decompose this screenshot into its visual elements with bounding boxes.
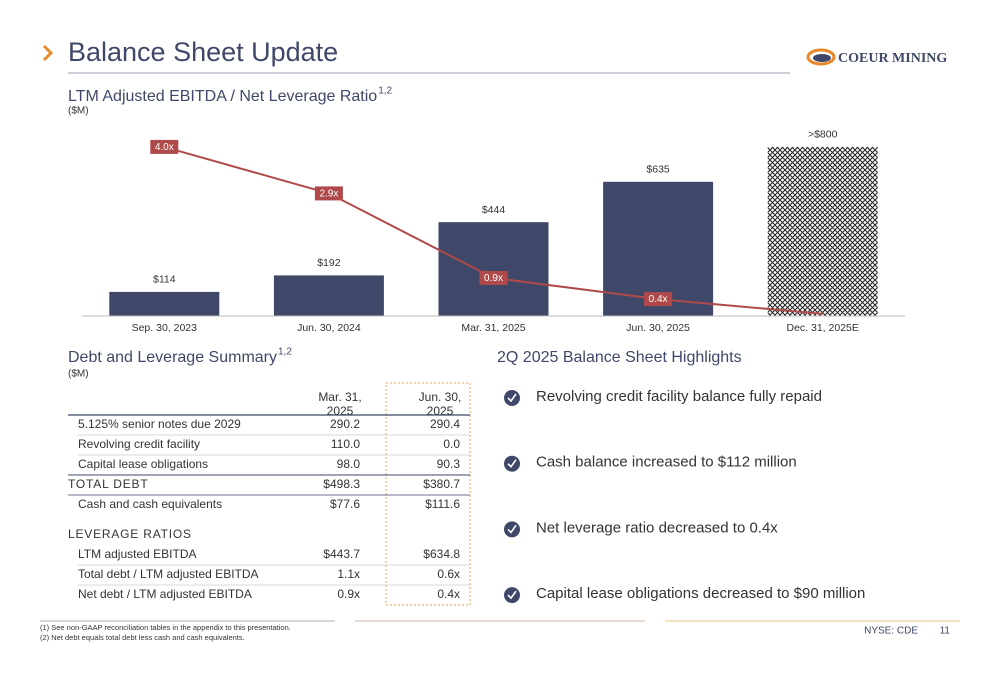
point-label-box bbox=[314, 186, 343, 201]
x-tick-label: Mar. 31, 2025 bbox=[461, 322, 525, 334]
page-number: 11 bbox=[940, 626, 951, 637]
cell: 0.4x bbox=[437, 587, 460, 601]
highlight-item: Revolving credit facility balance fully … bbox=[536, 388, 822, 405]
cell: 0.0 bbox=[443, 437, 460, 451]
column-header: Jun. 30, bbox=[419, 390, 462, 404]
chart-subtitle: ($M) bbox=[68, 106, 89, 117]
row-label: TOTAL DEBT bbox=[68, 477, 148, 491]
bar bbox=[109, 291, 220, 316]
cell: $498.3 bbox=[323, 477, 360, 491]
logo: COEUR MINING bbox=[806, 48, 947, 66]
highlight-item: Net leverage ratio decreased to 0.4x bbox=[536, 519, 778, 536]
column-header: Mar. 31, bbox=[318, 390, 361, 404]
cell: 290.2 bbox=[330, 417, 360, 431]
cell: $443.7 bbox=[323, 547, 360, 561]
check-mark bbox=[507, 524, 517, 534]
point-label: 2.9x bbox=[319, 189, 338, 200]
bar bbox=[438, 222, 549, 316]
row-label: Total debt / LTM adjusted EBITDA bbox=[78, 567, 259, 581]
row-label: Capital lease obligations bbox=[78, 457, 208, 471]
x-tick-label: Dec. 31, 2025E bbox=[787, 322, 859, 334]
highlight-item: Cash balance increased to $112 million bbox=[536, 454, 797, 471]
bar bbox=[767, 146, 878, 316]
cell: 98.0 bbox=[337, 457, 361, 471]
row-label: 5.125% senior notes due 2029 bbox=[78, 417, 241, 431]
cell: $634.8 bbox=[423, 547, 460, 561]
point-label-box bbox=[150, 139, 179, 154]
cell: 0.6x bbox=[437, 567, 460, 581]
row-label: LTM adjusted EBITDA bbox=[78, 547, 197, 561]
point-label: 0.4x bbox=[649, 294, 668, 305]
cell: $380.7 bbox=[423, 477, 460, 491]
table-title: Debt and Leverage Summary bbox=[68, 349, 277, 366]
x-tick-label: Sep. 30, 2023 bbox=[132, 322, 198, 334]
point-label: 0.9x bbox=[484, 273, 503, 284]
chart-title: LTM Adjusted EBITDA / Net Leverage Ratio bbox=[68, 88, 377, 105]
point-label: 4.0x bbox=[155, 142, 174, 153]
table-subtitle: ($M) bbox=[68, 369, 89, 380]
highlight-column bbox=[385, 382, 471, 606]
chart-title-sup: 1,2 bbox=[378, 86, 392, 97]
check-icon bbox=[504, 390, 520, 406]
cell: 110.0 bbox=[331, 437, 360, 451]
x-tick-label: Jun. 30, 2025 bbox=[626, 322, 690, 334]
footnote: (1) See non-GAAP reconciliation tables i… bbox=[40, 623, 291, 632]
point-label-box bbox=[644, 292, 673, 307]
bar-label: $444 bbox=[482, 204, 506, 216]
cell: $111.6 bbox=[425, 497, 460, 511]
cell: 290.4 bbox=[430, 417, 460, 431]
chevron bbox=[42, 44, 54, 62]
highlight-item: Capital lease obligations decreased to $… bbox=[536, 585, 865, 602]
check-icon bbox=[504, 521, 520, 538]
point-label-box bbox=[479, 270, 508, 285]
bar-label: $192 bbox=[317, 257, 341, 269]
table-title-sup: 1,2 bbox=[278, 347, 292, 358]
logo-text: COEUR MINING bbox=[838, 51, 947, 66]
check-icon bbox=[504, 587, 520, 604]
row-label: Revolving credit facility bbox=[78, 437, 200, 451]
check-mark bbox=[507, 590, 517, 600]
check-icon bbox=[504, 455, 520, 472]
highlights-title: 2Q 2025 Balance Sheet Highlights bbox=[497, 349, 742, 366]
ticker: NYSE: CDE bbox=[864, 626, 918, 637]
row-label: Net debt / LTM adjusted EBITDA bbox=[78, 587, 252, 601]
check-mark bbox=[507, 393, 517, 403]
check-mark bbox=[507, 459, 517, 468]
cell: $77.6 bbox=[330, 497, 360, 511]
footnote: (2) Net debt equals total debt less cash… bbox=[40, 633, 245, 642]
cell: 90.3 bbox=[437, 457, 461, 471]
slide-title: Balance Sheet Update bbox=[68, 37, 338, 67]
column-header: 2025 bbox=[327, 404, 354, 418]
bar-label: $635 bbox=[646, 164, 670, 176]
bar bbox=[273, 275, 384, 316]
row-label: Cash and cash equivalents bbox=[78, 497, 222, 511]
cell: 1.1x bbox=[337, 567, 360, 581]
column-header: 2025 bbox=[427, 404, 454, 418]
bar-label: $114 bbox=[153, 274, 176, 286]
cell: 0.9x bbox=[337, 587, 360, 601]
x-tick-label: Jun. 30, 2024 bbox=[297, 322, 361, 334]
bar-label: >$800 bbox=[808, 129, 838, 141]
row-label: LEVERAGE RATIOS bbox=[68, 527, 192, 541]
